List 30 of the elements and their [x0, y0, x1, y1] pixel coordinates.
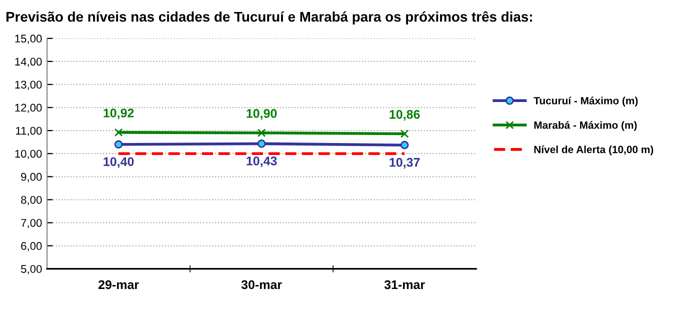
data-label: 10,86: [390, 110, 420, 121]
data-label: 10,37: [390, 158, 420, 169]
chart-title: Previsão de níveis nas cidades de Tucuruí e Marabá para os próximos três dias:: [6, 11, 532, 24]
y-tick-label: 15,00: [15, 34, 42, 44]
point: [400, 130, 409, 138]
point: [257, 128, 266, 138]
point: [400, 140, 409, 150]
point: [257, 140, 266, 148]
data-label: 10,90: [246, 109, 277, 120]
x-tick-label: 30-mar: [241, 280, 282, 290]
legend-label: Nível de Alerta (10,00 m): [534, 145, 654, 156]
data-label: 10,40: [104, 157, 134, 168]
legend-label: Marabá - Máximo (m): [534, 121, 637, 131]
y-tick-label: 6,00: [21, 242, 42, 252]
y-tick-label: 7,00: [21, 218, 42, 228]
y-tick-label: 10,00: [15, 150, 42, 160]
y-tick-label: 11,00: [16, 126, 42, 136]
y-tick-label: 5,00: [21, 265, 42, 274]
point: [114, 140, 123, 149]
y-tick-label: 14,00: [15, 58, 42, 67]
y-tick-label: 8,00: [21, 196, 42, 206]
data-label: 10,92: [104, 108, 134, 120]
x-tick-label: 31-mar: [384, 280, 425, 290]
y-tick-label: 9,00: [21, 172, 42, 182]
data-label: 10,43: [246, 156, 277, 168]
x-tick-label: 29-mar: [98, 280, 139, 290]
legend-label: Tucuruí - Máximo (m): [534, 96, 638, 106]
point: [114, 128, 123, 137]
y-tick-label: 12,00: [15, 104, 42, 113]
y-tick-label: 13,00: [15, 80, 42, 90]
